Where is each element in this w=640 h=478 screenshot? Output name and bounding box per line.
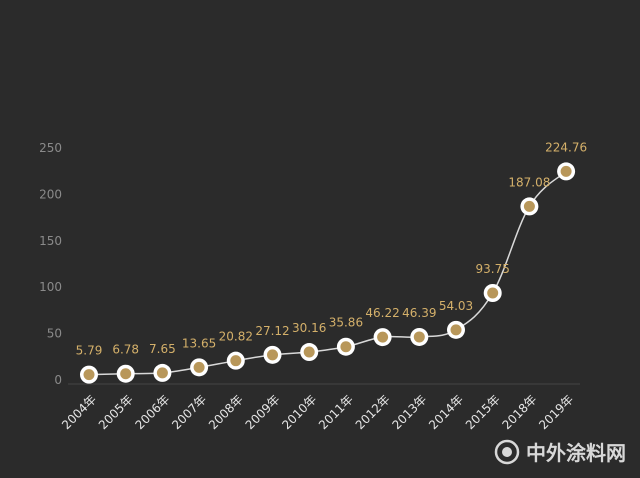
x-tick-label: 2013年 [389, 392, 429, 432]
swirl-logo-icon [494, 439, 520, 464]
x-axis: 2004年2005年2006年2007年2008年2009年2010年2011年… [59, 392, 576, 432]
data-point [373, 328, 392, 347]
x-tick-label: 2012年 [353, 392, 393, 432]
x-tick-label: 2007年 [169, 392, 209, 432]
data-label: 20.82 [219, 330, 253, 344]
x-tick-label: 2004年 [59, 392, 99, 432]
data-points [80, 162, 576, 384]
data-label: 5.79 [76, 344, 103, 358]
y-tick-label: 0 [54, 373, 62, 387]
y-tick-label: 50 [47, 327, 62, 341]
y-axis: 0 50 100 150 200 250 [39, 141, 62, 387]
x-tick-label: 2006年 [133, 392, 173, 432]
data-point [116, 364, 135, 383]
data-point [263, 345, 282, 364]
data-label: 6.78 [112, 343, 139, 357]
x-tick-label: 2009年 [243, 392, 283, 432]
data-label: 93.75 [476, 262, 510, 276]
data-point [80, 365, 98, 384]
x-tick-label: 2014年 [426, 392, 466, 432]
data-point [447, 320, 465, 339]
data-point [153, 363, 172, 382]
watermark-text: 中外涂料网 [526, 441, 626, 465]
x-tick-label: 2005年 [96, 392, 136, 432]
data-label: 187.08 [508, 175, 550, 189]
data-label: 27.12 [255, 324, 289, 338]
data-label: 7.65 [149, 342, 176, 356]
data-label: 54.03 [439, 299, 473, 313]
y-tick-label: 250 [39, 141, 62, 155]
data-point [190, 358, 209, 377]
x-tick-label: 2011年 [316, 392, 356, 432]
data-label: 13.65 [182, 336, 216, 350]
x-tick-label: 2019年 [536, 392, 576, 432]
data-label: 46.39 [402, 306, 436, 320]
y-tick-label: 150 [39, 234, 62, 248]
data-point [483, 284, 502, 302]
watermark: 中外涂料网 [494, 437, 626, 466]
data-label: 30.16 [292, 321, 326, 335]
data-label: 46.22 [365, 306, 399, 320]
data-point [226, 351, 245, 370]
data-point [300, 343, 319, 362]
data-label: 224.76 [545, 140, 587, 154]
data-point [557, 162, 576, 181]
x-tick-label: 2015年 [463, 392, 503, 432]
data-label: 35.86 [329, 316, 363, 330]
x-tick-label: 2008年 [206, 392, 246, 432]
y-tick-label: 100 [39, 280, 62, 294]
data-point [336, 337, 355, 356]
data-point [520, 197, 539, 216]
x-tick-label: 2010年 [279, 392, 319, 432]
x-tick-label: 2018年 [500, 392, 540, 432]
data-point [410, 327, 429, 346]
data-labels: 5.79 6.78 7.65 13.65 20.82 27.12 30.16 35.8646.… [76, 140, 587, 357]
y-tick-label: 200 [39, 187, 62, 201]
